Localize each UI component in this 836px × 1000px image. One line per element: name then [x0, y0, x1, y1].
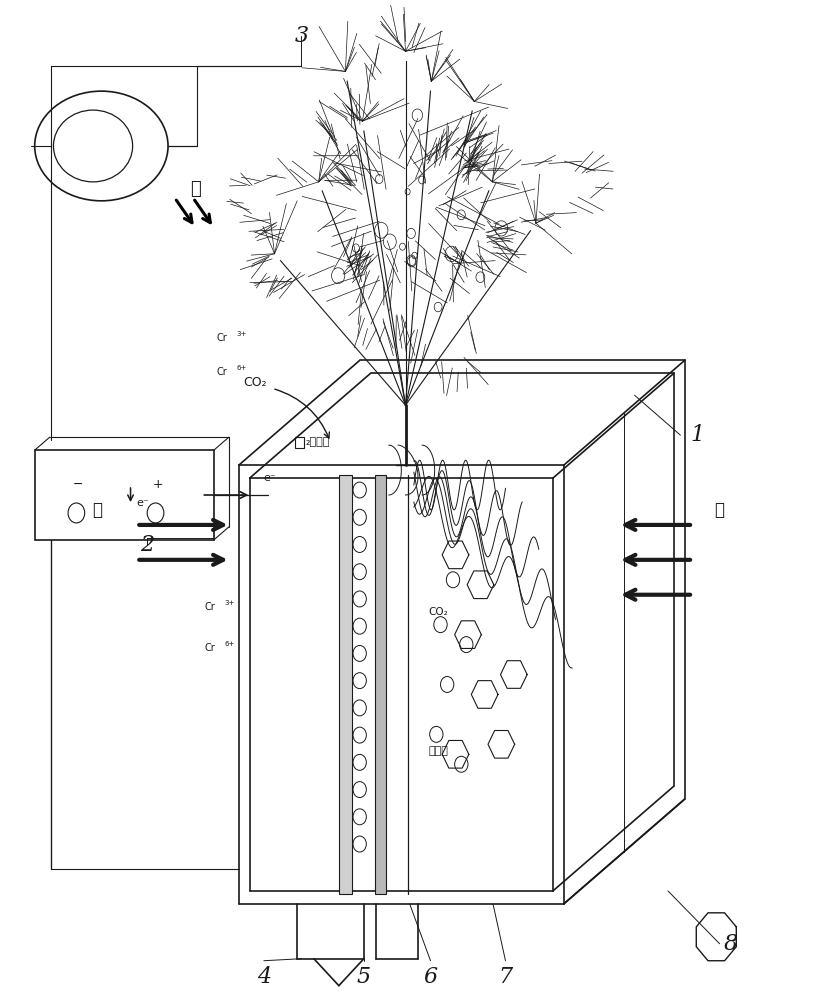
Text: Cr: Cr [217, 333, 227, 343]
Bar [294, 437, 303, 448]
Bar [375, 475, 386, 894]
Text: 3+: 3+ [237, 331, 247, 337]
Text: Cr: Cr [217, 367, 227, 377]
Text: 3+: 3+ [225, 600, 235, 606]
Text: 1: 1 [690, 424, 704, 446]
Text: 5: 5 [357, 966, 371, 988]
Bar [35, 450, 214, 540]
Text: 7: 7 [498, 966, 512, 988]
Text: 水: 水 [715, 501, 725, 519]
Text: e⁻: e⁻ [136, 498, 149, 508]
Text: 6+: 6+ [225, 641, 235, 647]
Text: 有机碳: 有机碳 [428, 746, 448, 756]
Text: CO₂: CO₂ [244, 376, 268, 389]
Bar [339, 475, 352, 894]
Text: CO₂: CO₂ [428, 607, 448, 617]
Text: 2: 2 [140, 534, 155, 556]
Text: ₂有机碳: ₂有机碳 [305, 437, 330, 447]
Text: 6: 6 [424, 966, 437, 988]
Text: 6+: 6+ [237, 365, 247, 371]
Text: 水: 水 [92, 501, 102, 519]
Text: 3: 3 [294, 25, 308, 47]
Text: e⁻: e⁻ [264, 473, 277, 483]
Text: 光: 光 [190, 180, 201, 198]
Text: Cr: Cr [205, 602, 216, 612]
Text: 8: 8 [723, 933, 737, 955]
Text: 4: 4 [257, 966, 271, 988]
Text: +: + [153, 478, 163, 491]
Text: Cr: Cr [205, 643, 216, 653]
Text: −: − [73, 478, 84, 491]
